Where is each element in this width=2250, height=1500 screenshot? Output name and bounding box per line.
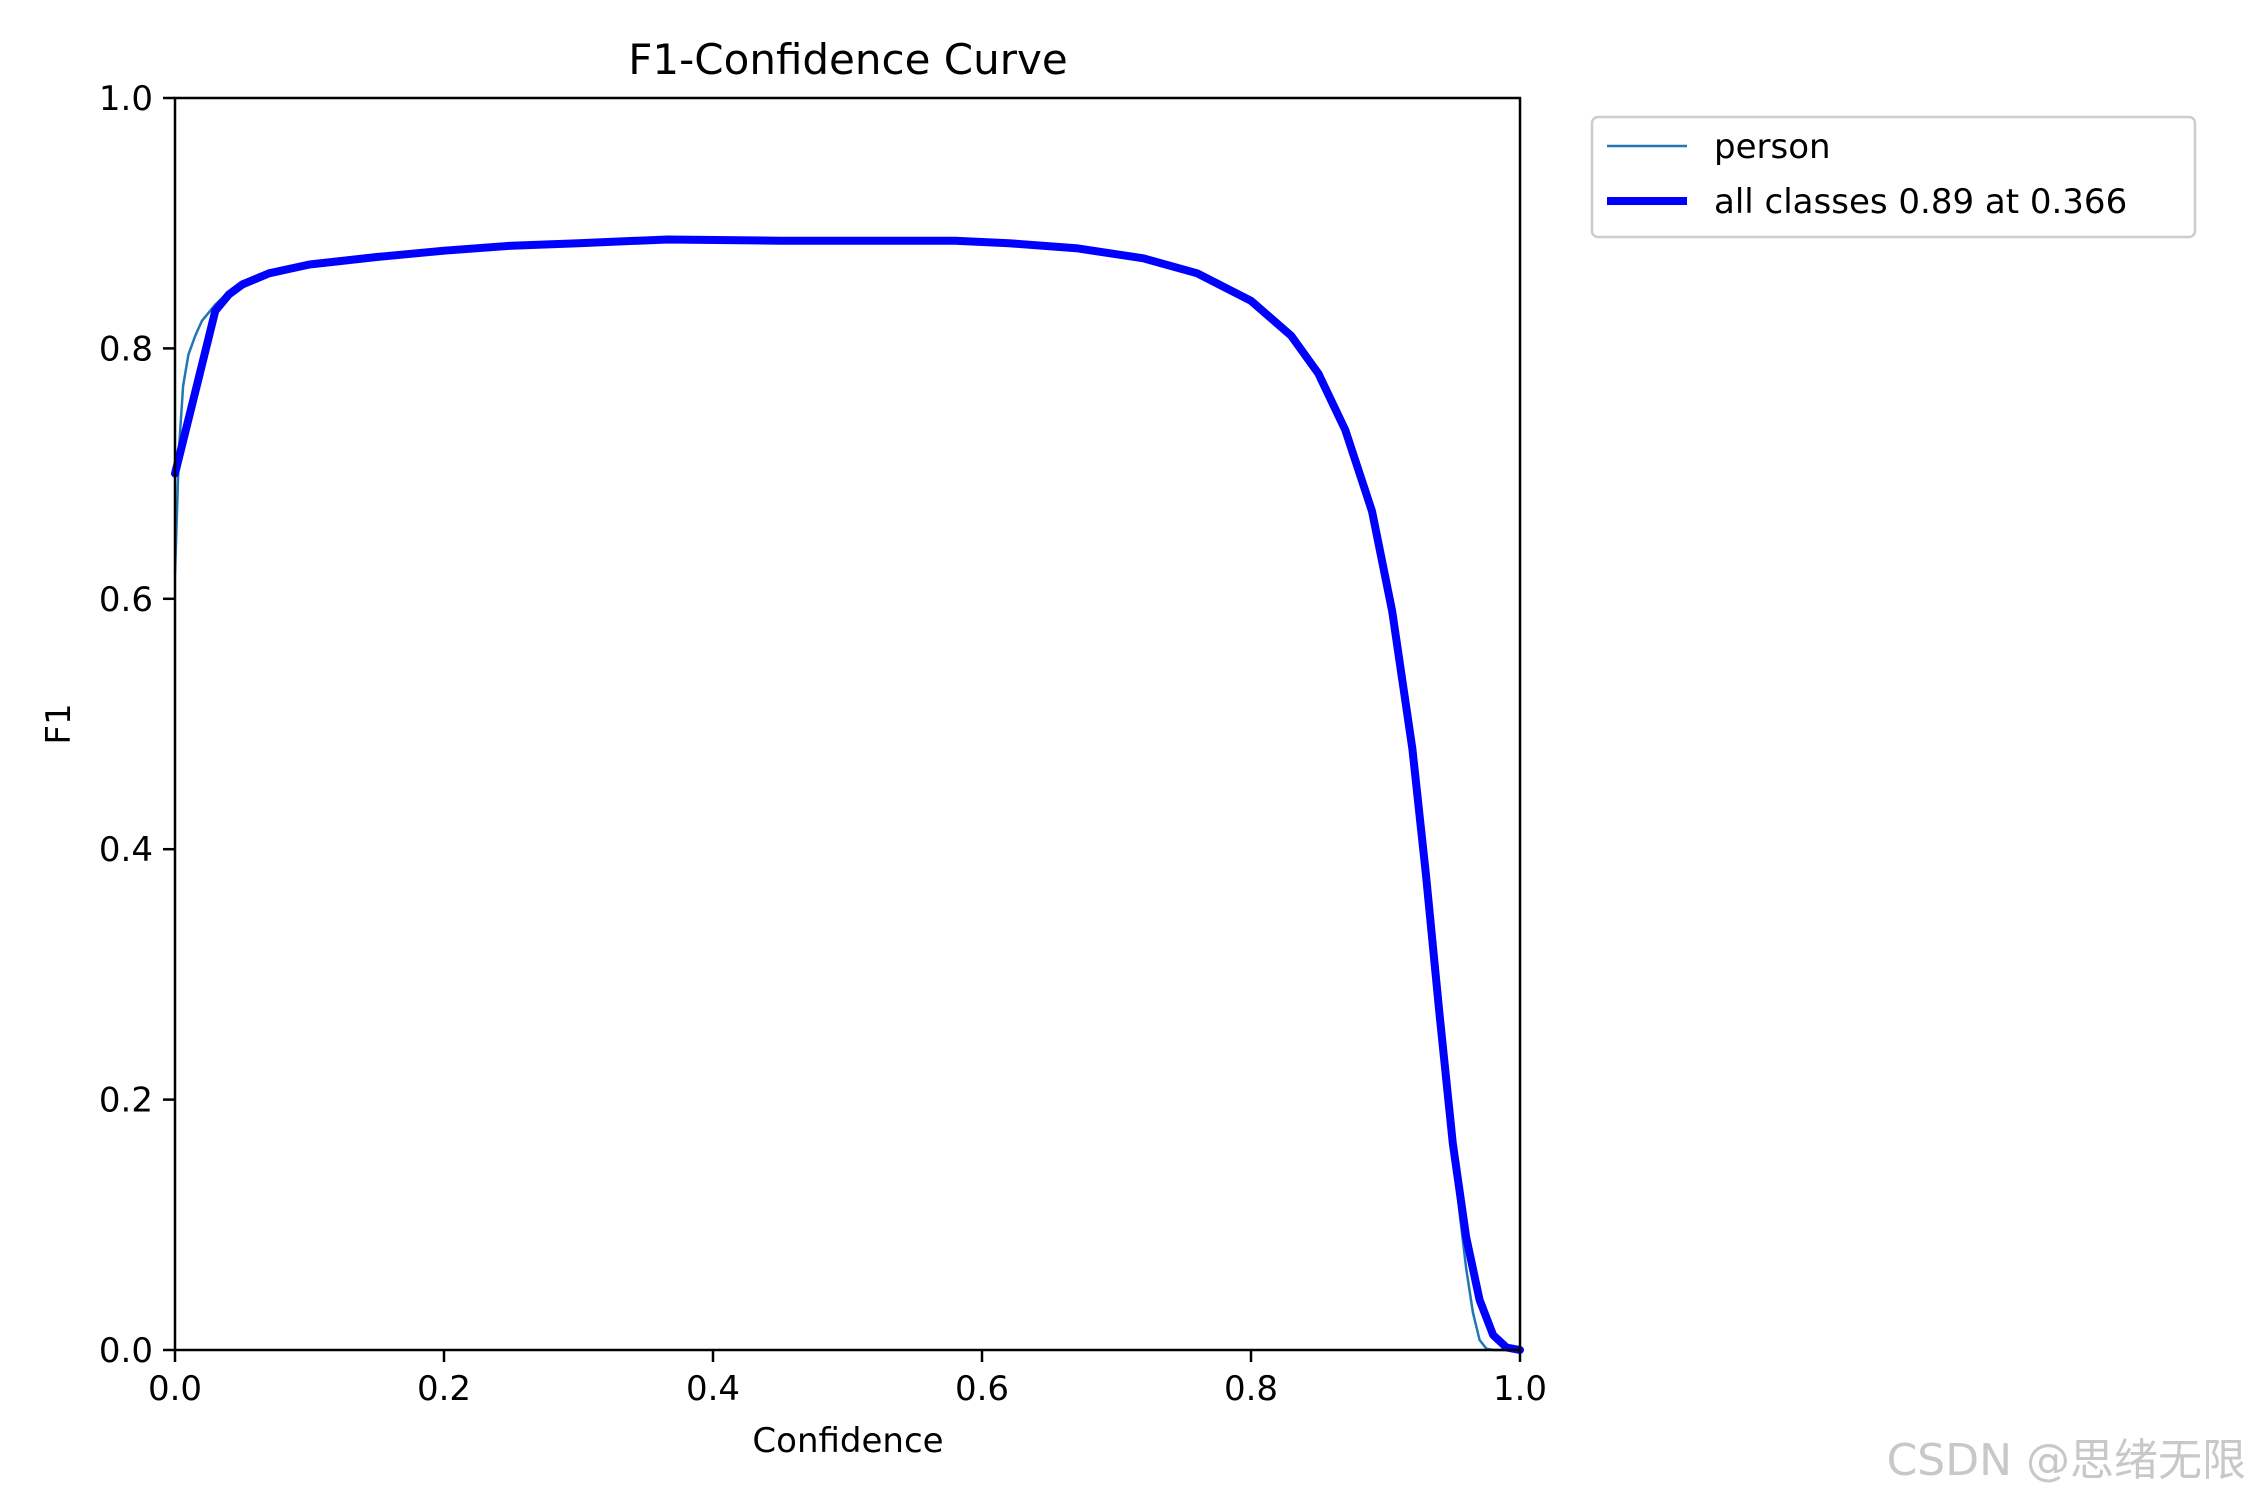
x-axis-label: Confidence — [752, 1421, 943, 1461]
axes-frame — [173, 96, 1522, 1352]
watermark: CSDN @思绪无限 — [1886, 1435, 2246, 1486]
x-tick-label: 1.0 — [1493, 1369, 1547, 1409]
x-tick-label: 0.8 — [1224, 1369, 1278, 1409]
y-tick-label: 0.2 — [99, 1081, 153, 1121]
x-tick-label: 0.2 — [417, 1369, 471, 1409]
x-tick-label: 0.4 — [686, 1369, 740, 1409]
y-tick-label: 0.6 — [99, 580, 153, 620]
y-tick-label: 0.0 — [99, 1331, 153, 1371]
y-tick-label: 0.4 — [99, 830, 153, 870]
chart-title: F1-Confidence Curve — [628, 35, 1067, 84]
x-tick-label: 0.0 — [148, 1369, 202, 1409]
legend-box — [1590, 115, 2197, 239]
x-tick-label: 0.6 — [955, 1369, 1009, 1409]
y-axis-label: F1 — [39, 703, 79, 744]
series-line-all-classes — [171, 235, 1524, 1354]
legend-label: person — [1714, 127, 1831, 167]
legend-label: all classes 0.89 at 0.366 — [1714, 182, 2127, 222]
y-tick-label: 0.8 — [99, 329, 153, 369]
legend: person all classes 0.89 at 0.366 — [1590, 115, 2197, 239]
y-tick-label: 1.0 — [99, 79, 153, 119]
